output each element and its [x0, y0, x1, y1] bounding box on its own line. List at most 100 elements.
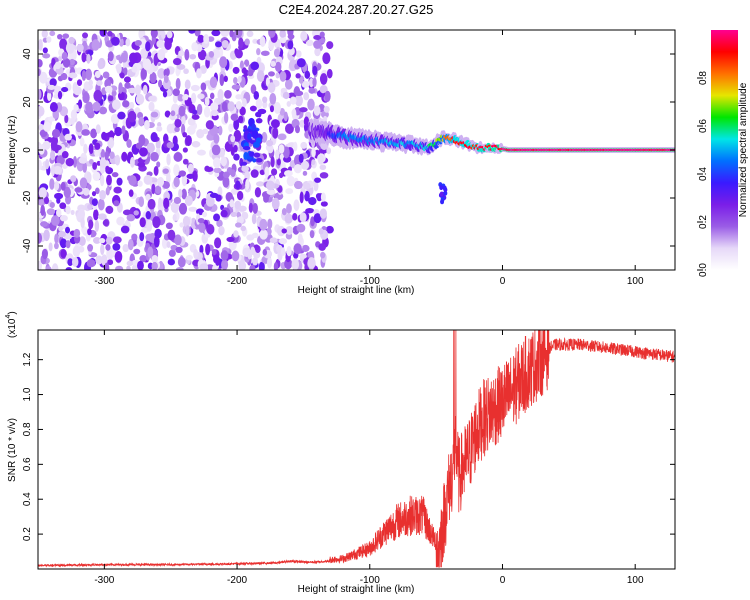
- heatmap-cell: [93, 89, 103, 102]
- heatmap-cell: [133, 210, 139, 216]
- heatmap-cell: [210, 102, 219, 112]
- heatmap-cell: [99, 30, 107, 37]
- heatmap-cell: [181, 174, 188, 187]
- heatmap-cell: [179, 222, 184, 228]
- heatmap-cell: [38, 187, 47, 199]
- heatmap-cell: [64, 114, 69, 124]
- heatmap-cell: [183, 68, 189, 75]
- heatmap-cell: [83, 143, 88, 154]
- heatmap-cell: [282, 91, 290, 100]
- heatmap-cell: [308, 197, 317, 206]
- heatmap-cell: [267, 218, 273, 230]
- heatmap-cell: [313, 213, 322, 224]
- heatmap-cell: [234, 30, 243, 38]
- heatmap-cell: [205, 196, 215, 207]
- x-tick-label: 100: [627, 276, 644, 287]
- heatmap-cell: [162, 181, 170, 189]
- heatmap-cell: [194, 30, 201, 37]
- heatmap-cell: [65, 226, 71, 234]
- heatmap-cell: [78, 236, 86, 247]
- heatmap-cell: [262, 96, 268, 104]
- heatmap-cell: [211, 30, 221, 37]
- heatmap-cell: [326, 41, 334, 50]
- heatmap-cell: [211, 144, 221, 156]
- heatmap-cell: [217, 89, 224, 101]
- heatmap-cell: [92, 162, 98, 170]
- heatmap-cell: [42, 53, 51, 59]
- heatmap-cell: [47, 116, 56, 122]
- heatmap-cell: [157, 49, 166, 61]
- heatmap-cell: [304, 70, 311, 79]
- heatmap-cell: [221, 39, 229, 48]
- heatmap-cell: [144, 119, 150, 130]
- heatmap-cell: [241, 165, 250, 173]
- heatmap-cell: [142, 58, 152, 71]
- spectrogram-signal-cells: [307, 117, 675, 205]
- heatmap-cell: [74, 187, 83, 193]
- heatmap-cell: [192, 170, 198, 182]
- heatmap-cell: [131, 233, 138, 241]
- heatmap-cell: [284, 79, 293, 90]
- heatmap-cell: [63, 186, 71, 199]
- heatmap-cell: [279, 30, 286, 38]
- heatmap-cell: [156, 40, 165, 48]
- heatmap-cell: [81, 129, 91, 136]
- heatmap-cell: [46, 36, 52, 43]
- heatmap-cell: [157, 176, 165, 187]
- heatmap-cell: [54, 61, 62, 70]
- spectrogram-x-axis: -300 -200 -100 0 100: [94, 30, 644, 287]
- heatmap-cell: [252, 38, 258, 44]
- heatmap-cell: [314, 47, 321, 57]
- heatmap-cell: [104, 85, 113, 93]
- heatmap-cell: [231, 250, 240, 262]
- heatmap-cell: [151, 261, 158, 270]
- heatmap-cell: [187, 117, 196, 126]
- heatmap-cell: [199, 263, 209, 270]
- heatmap-cell: [175, 77, 181, 90]
- heatmap-cell: [114, 154, 121, 166]
- heatmap-cell: [303, 92, 310, 101]
- heatmap-cell: [51, 263, 59, 270]
- heatmap-cell: [82, 161, 88, 173]
- heatmap-cell: [191, 114, 200, 120]
- heatmap-cell: [187, 163, 194, 174]
- x-tick-label: 0: [500, 276, 506, 287]
- heatmap-cell: [137, 260, 144, 270]
- heatmap-cell: [274, 61, 282, 73]
- heatmap-cell: [130, 156, 135, 168]
- heatmap-cell: [227, 101, 235, 112]
- heatmap-cell: [99, 174, 105, 187]
- heatmap-cell: [266, 189, 276, 196]
- heatmap-cell: [70, 117, 75, 125]
- heatmap-cell: [92, 236, 101, 244]
- heatmap-cell: [260, 50, 270, 56]
- heatmap-cell: [92, 101, 101, 112]
- heatmap-cell: [299, 191, 304, 204]
- heatmap-cell: [273, 261, 279, 270]
- heatmap-cell: [86, 172, 92, 184]
- heatmap-cell: [281, 247, 286, 256]
- heatmap-cell: [247, 132, 252, 140]
- heatmap-cell: [152, 216, 161, 229]
- heatmap-cell: [203, 106, 211, 118]
- heatmap-cell: [284, 213, 293, 224]
- heatmap-cell: [43, 229, 50, 242]
- heatmap-cell: [107, 30, 113, 37]
- heatmap-cell: [98, 106, 108, 115]
- heatmap-cell: [243, 59, 250, 67]
- heatmap-cell: [233, 153, 240, 161]
- heatmap-cell: [88, 79, 93, 86]
- heatmap-cell: [49, 30, 56, 37]
- heatmap-cell: [307, 257, 316, 269]
- heatmap-cell: [217, 125, 223, 136]
- heatmap-cell: [127, 87, 137, 94]
- heatmap-cell: [63, 233, 72, 240]
- heatmap-cell: [116, 63, 122, 74]
- heatmap-cell: [176, 63, 186, 70]
- heatmap-cell: [105, 243, 111, 251]
- heatmap-cell: [105, 187, 110, 196]
- heatmap-cell: [166, 31, 173, 39]
- heatmap-cell: [244, 38, 250, 46]
- heatmap-cell: [126, 139, 132, 148]
- heatmap-cell: [115, 265, 124, 270]
